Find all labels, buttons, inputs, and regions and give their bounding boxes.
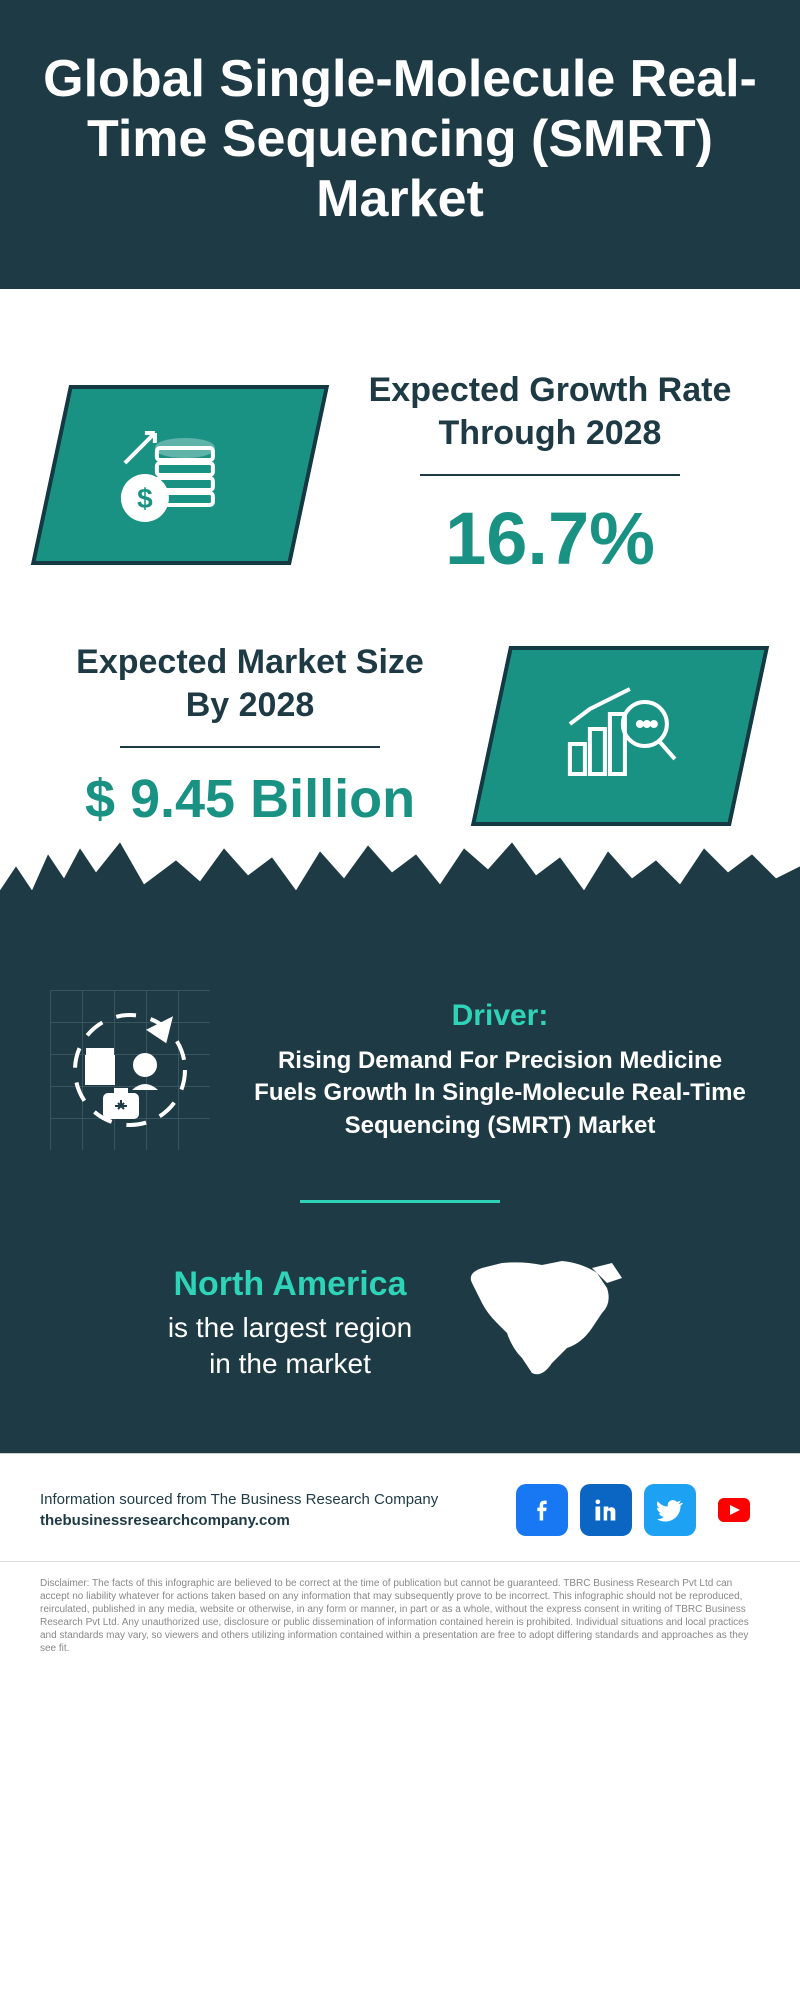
footer: Information sourced from The Business Re… — [0, 1453, 800, 1561]
page-header: Global Single-Molecule Real-Time Sequenc… — [0, 0, 800, 289]
divider — [120, 746, 380, 748]
disclaimer: Disclaimer: The facts of this infographi… — [0, 1561, 800, 1685]
driver-icon-container — [50, 990, 210, 1150]
dark-section: Driver: Rising Demand For Precision Medi… — [0, 970, 800, 1453]
footer-source-block: Information sourced from The Business Re… — [40, 1489, 438, 1531]
linkedin-icon[interactable] — [580, 1484, 632, 1536]
region-desc-1: is the largest region — [168, 1310, 412, 1346]
social-icons — [516, 1484, 760, 1536]
svg-text:$: $ — [137, 483, 153, 514]
marketing-icon — [50, 990, 210, 1150]
center-divider — [300, 1200, 500, 1203]
footer-source: Information sourced from The Business Re… — [40, 1489, 438, 1510]
twitter-icon[interactable] — [644, 1484, 696, 1536]
market-icon-container — [471, 646, 769, 826]
region-desc-2: in the market — [168, 1346, 412, 1382]
region-row: North America is the largest region in t… — [50, 1253, 750, 1393]
market-label: Expected Market Size By 2028 — [50, 641, 450, 726]
dollar-growth-icon: $ — [110, 413, 250, 538]
chart-analysis-icon — [550, 673, 690, 798]
driver-body: Rising Demand For Precision Medicine Fue… — [250, 1045, 750, 1142]
market-value: $ 9.45 Billion — [50, 768, 450, 830]
footer-url: thebusinessresearchcompany.com — [40, 1510, 438, 1531]
growth-section: $ Expected Growth Rate Through 2028 16.7… — [0, 309, 800, 611]
market-text-block: Expected Market Size By 2028 $ 9.45 Bill… — [50, 641, 450, 830]
driver-row: Driver: Rising Demand For Precision Medi… — [50, 990, 750, 1150]
growth-icon-container: $ — [31, 385, 329, 565]
driver-title: Driver: — [250, 999, 750, 1033]
youtube-icon[interactable] — [708, 1484, 760, 1536]
driver-text-block: Driver: Rising Demand For Precision Medi… — [250, 999, 750, 1142]
region-name: North America — [168, 1265, 412, 1304]
header-gap — [0, 289, 800, 309]
page-title: Global Single-Molecule Real-Time Sequenc… — [40, 50, 760, 229]
growth-text-block: Expected Growth Rate Through 2028 16.7% — [350, 369, 750, 581]
region-text-block: North America is the largest region in t… — [168, 1265, 412, 1383]
north-america-map-icon — [452, 1253, 632, 1393]
facebook-icon[interactable] — [516, 1484, 568, 1536]
growth-value: 16.7% — [350, 496, 750, 581]
divider — [420, 474, 680, 476]
growth-label: Expected Growth Rate Through 2028 — [350, 369, 750, 454]
skyline-divider — [0, 890, 800, 970]
